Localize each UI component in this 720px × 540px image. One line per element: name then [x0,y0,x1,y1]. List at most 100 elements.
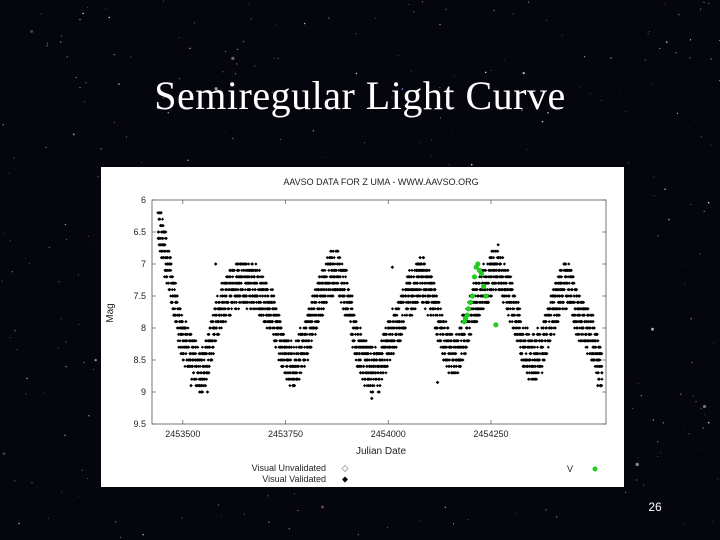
validated-point [448,358,452,362]
validated-point [176,339,180,343]
validated-point [586,313,591,317]
validated-point [380,377,384,381]
validated-point [238,294,242,298]
validated-point [600,352,604,356]
validated-point [226,300,230,304]
validated-point [193,358,197,362]
validated-point [388,326,392,330]
y-tick-label: 6.5 [133,227,146,237]
validated-point [161,224,165,228]
validated-point [199,358,204,362]
validated-point [231,300,235,304]
star [698,447,700,449]
star [104,8,106,10]
star [16,349,18,351]
validated-point [239,300,243,304]
star [268,521,270,523]
validated-point [374,377,379,381]
star [398,55,400,57]
star [707,201,710,204]
validated-point [528,364,532,368]
validated-point [229,294,233,298]
validated-point [189,358,193,362]
star [222,71,224,73]
validated-point [412,275,416,279]
validated-point [313,332,317,336]
validated-point [309,345,313,349]
validated-point [422,268,426,272]
star [225,51,227,52]
star [410,70,412,72]
star [13,157,15,159]
validated-point [419,288,423,292]
validated-point [248,300,252,304]
star [181,517,183,519]
validated-point [369,377,373,381]
star [527,1,530,3]
validated-point [548,339,552,343]
validated-point [204,339,208,343]
validated-point [465,326,469,330]
star [231,56,235,61]
validated-point [304,326,308,330]
star [625,110,626,112]
validated-point [385,358,389,362]
validated-point [352,313,356,317]
validated-point [416,281,420,285]
validated-point [449,345,454,349]
validated-point [253,307,257,311]
validated-point [358,352,362,356]
validated-point [529,352,533,356]
validated-point [494,281,498,285]
validated-point [527,377,531,381]
validated-point [223,300,227,304]
validated-point [502,262,506,266]
star [60,41,62,43]
legend: Visual Unvalidated Visual Validated V [252,463,598,484]
validated-point [540,371,544,375]
star [680,393,682,395]
validated-point [388,358,392,362]
star [493,9,495,12]
validated-point [215,294,219,298]
y-tick-label: 6 [141,195,146,205]
validated-point [510,320,514,324]
validated-point [266,294,270,298]
star [665,41,668,43]
star [624,491,626,493]
star [444,506,447,509]
validated-point [560,268,564,272]
validated-point [567,281,571,285]
validated-point [506,288,510,292]
star [699,253,701,255]
validated-point [289,339,293,343]
validated-point [552,313,556,317]
validated-point [582,313,587,317]
star [18,522,20,525]
validated-point [272,326,276,330]
validated-point [306,358,310,362]
validated-point [194,345,198,349]
validated-point [256,294,260,298]
y-tick-label: 8 [141,323,146,333]
validated-point [384,326,388,330]
validated-point [403,326,408,330]
validated-point [472,281,476,285]
validated-point [315,294,319,298]
star [88,415,90,417]
validated-point [439,307,443,311]
validated-point [400,313,404,317]
star [526,149,528,150]
star [708,2,710,4]
validated-point [218,313,222,317]
validated-point [526,364,530,368]
validated-point [507,294,511,298]
validated-point [378,384,382,388]
validated-point [533,345,537,349]
validated-point [594,371,598,375]
validated-point [350,294,354,298]
validated-point [535,345,540,349]
star [167,112,170,114]
star [421,1,424,3]
validated-point [377,390,381,394]
